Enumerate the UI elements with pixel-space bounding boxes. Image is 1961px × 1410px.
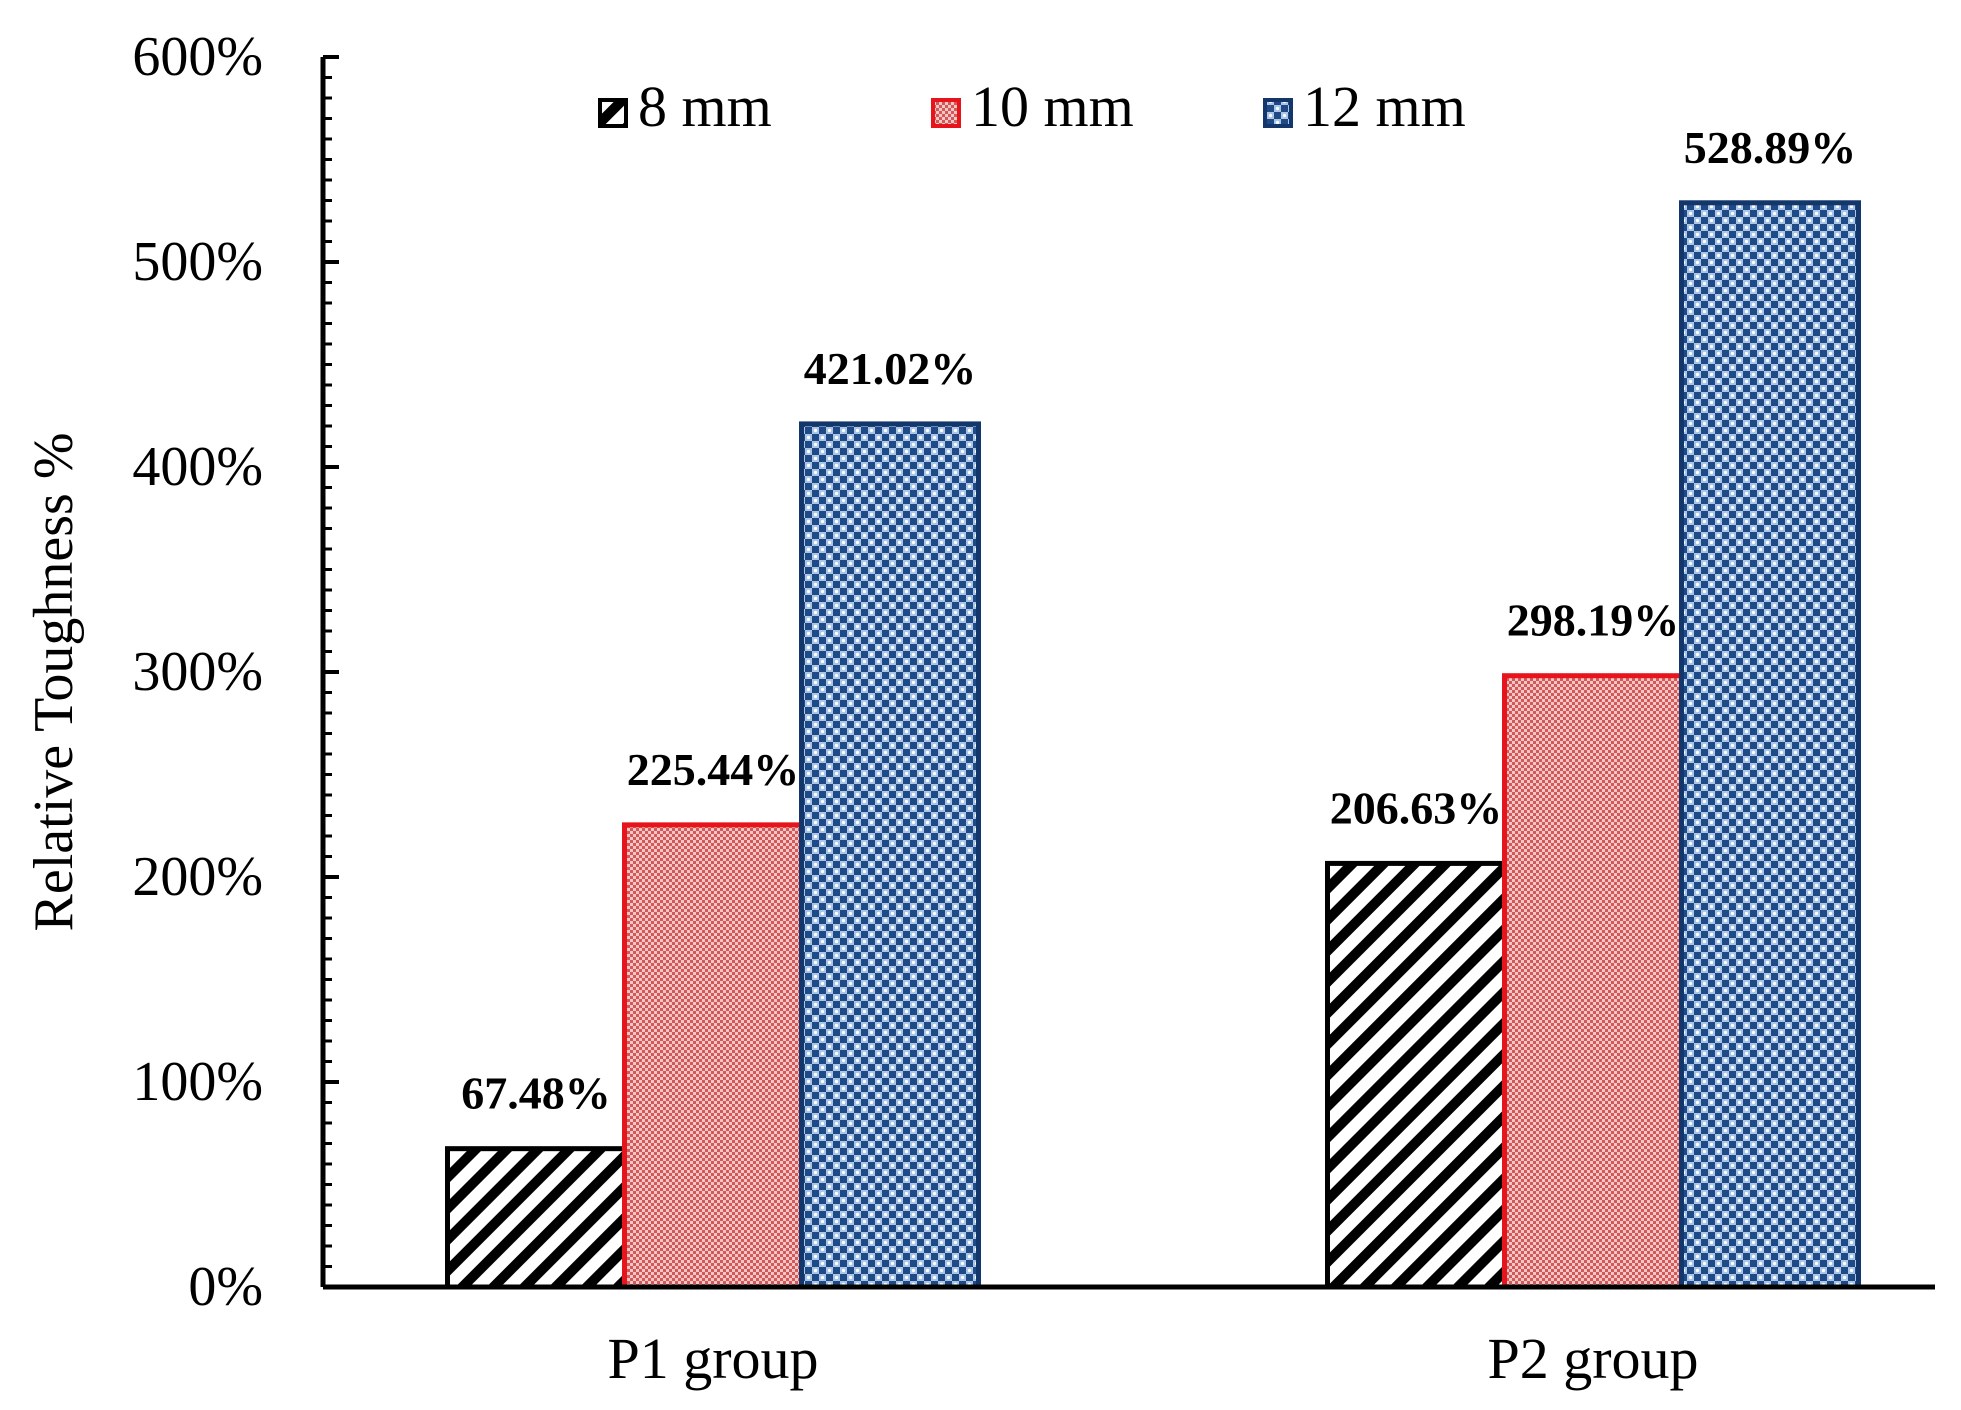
data-label: 421.02% [804,343,977,394]
bar [1325,860,1507,1290]
bar [1679,200,1861,1290]
data-label: 528.89% [1684,122,1857,173]
legend-label: 10 mm [971,74,1134,139]
y-tick-label: 400% [132,436,263,498]
y-axis-title: Relative Toughness % [23,433,85,932]
data-label: 225.44% [627,744,800,795]
y-tick-label: 600% [132,26,263,88]
legend-swatch [1263,98,1293,128]
bar [799,421,981,1290]
legend-swatch [598,98,628,128]
y-tick-label: 300% [132,641,263,703]
legend-label: 12 mm [1303,74,1466,139]
bar [445,1146,627,1290]
legend-label: 8 mm [638,74,772,139]
bar [1502,673,1684,1290]
data-label: 206.63% [1330,782,1503,833]
bar [622,822,804,1290]
y-tick-label: 100% [132,1051,263,1113]
y-tick-label: 500% [132,231,263,293]
data-label: 67.48% [461,1068,611,1119]
x-category-label: P2 group [1487,1326,1698,1391]
x-category-label: P1 group [607,1326,818,1391]
data-label: 298.19% [1507,595,1680,646]
legend-swatch [931,98,961,128]
y-tick-label: 200% [132,846,263,908]
y-tick-label: 0% [188,1256,263,1318]
